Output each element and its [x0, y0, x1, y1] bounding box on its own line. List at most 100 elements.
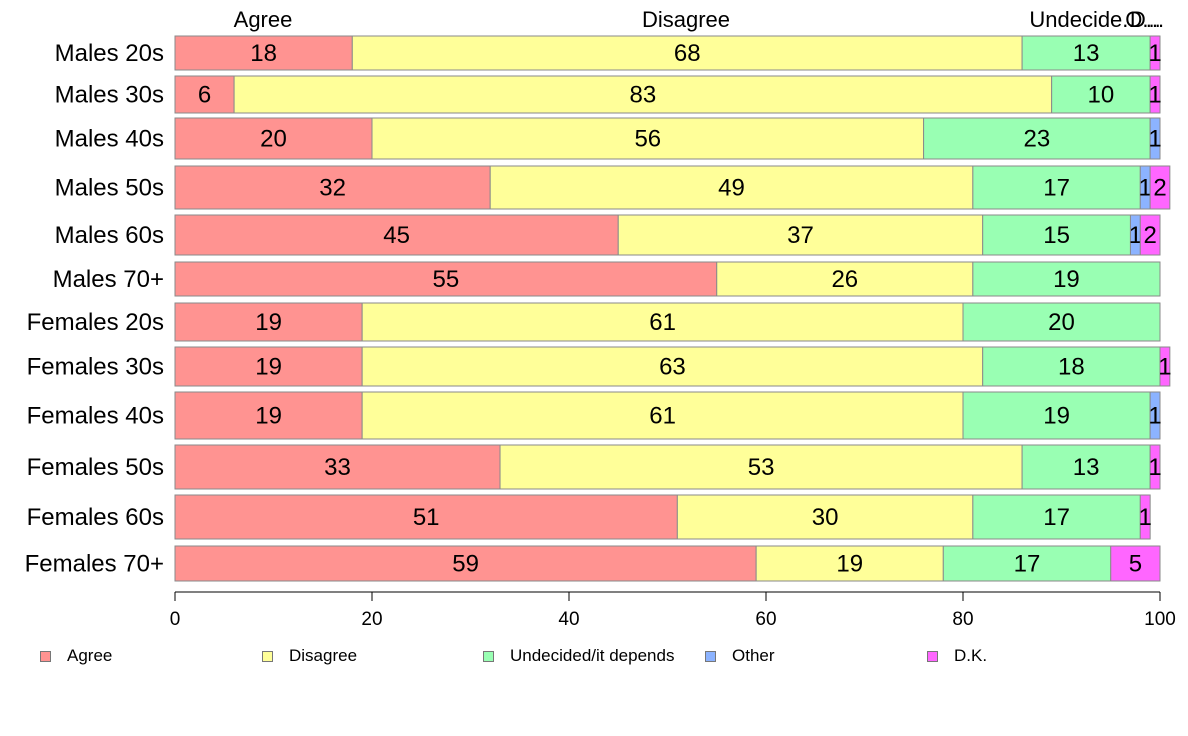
data-label: 56 — [634, 126, 661, 153]
legend: Agree Disagree Undecided/it depends Other D.… — [0, 644, 1188, 668]
column-header-label: Undecide... — [1029, 7, 1140, 32]
data-label: 10 — [1088, 82, 1115, 109]
bar-segment — [1149, 117, 1161, 160]
bar-segment — [1149, 35, 1161, 71]
bar-segment — [174, 117, 373, 160]
bar-segment — [982, 214, 1131, 256]
category-label: Females 20s — [27, 309, 164, 336]
category-label: Males 60s — [55, 222, 164, 249]
x-axis: 0 20 40 60 80 100 — [170, 591, 1176, 630]
category-label: Males 70+ — [53, 266, 164, 293]
legend-swatch — [483, 650, 494, 662]
data-label: 20 — [260, 126, 287, 153]
legend-label: Disagree — [289, 646, 358, 665]
data-label: 59 — [452, 551, 479, 578]
data-label: 30 — [812, 504, 839, 531]
data-label: 49 — [718, 175, 745, 202]
bar-row: Females 40s 19 61 19 1 — [27, 391, 1162, 440]
data-label: 17 — [1043, 504, 1070, 531]
data-label: 1 — [1148, 454, 1161, 481]
data-label: 15 — [1043, 222, 1070, 249]
data-label: 18 — [250, 40, 277, 67]
data-label: 1 — [1139, 175, 1152, 202]
data-label: 13 — [1073, 40, 1100, 67]
data-label: 55 — [433, 266, 460, 293]
bar-segment — [1149, 75, 1161, 114]
legend-swatch — [927, 650, 938, 662]
legend-item: Agree — [40, 644, 112, 668]
bar-row: Females 60s 51 30 17 1 — [27, 494, 1152, 540]
legend-swatch — [262, 650, 273, 662]
category-label: Females 60s — [27, 504, 164, 531]
bar-segment — [972, 165, 1141, 210]
data-label: 61 — [649, 309, 676, 336]
legend-item: Disagree — [262, 644, 357, 668]
category-label: Females 40s — [27, 403, 164, 430]
data-label: 26 — [831, 266, 858, 293]
data-label: 19 — [255, 309, 282, 336]
data-label: 5 — [1129, 551, 1142, 578]
data-label: 1 — [1148, 82, 1161, 109]
bar-row: Males 20s 18 68 13 1 — [55, 35, 1162, 71]
bar-segment — [174, 444, 501, 490]
bar-segment — [499, 444, 1023, 490]
bar-row: Females 50s 33 53 13 1 — [27, 444, 1162, 490]
bar-segment — [1159, 346, 1171, 387]
x-tick-label: 20 — [361, 609, 382, 630]
data-label: 61 — [649, 403, 676, 430]
bar-segment — [174, 545, 757, 582]
legend-item: D.K. — [927, 644, 987, 668]
bar-segment — [982, 346, 1161, 387]
data-label: 51 — [413, 504, 440, 531]
bar-segment — [972, 261, 1161, 297]
bar-segment — [1021, 35, 1151, 71]
legend-item: Other — [705, 644, 775, 668]
data-label: 18 — [1058, 354, 1085, 381]
data-label: 1 — [1158, 354, 1171, 381]
x-tick-label: 80 — [952, 609, 973, 630]
bar-segment — [174, 214, 619, 256]
bar-segment — [174, 261, 718, 297]
data-label: 17 — [1014, 551, 1041, 578]
data-label: 2 — [1153, 175, 1166, 202]
category-label: Females 30s — [27, 354, 164, 381]
legend-swatch — [705, 650, 716, 662]
data-label: 68 — [674, 40, 701, 67]
data-label: 45 — [383, 222, 410, 249]
data-label: 19 — [1053, 266, 1080, 293]
data-label: 19 — [255, 403, 282, 430]
bar-segment — [1139, 214, 1161, 256]
bar-segment — [617, 214, 984, 256]
bar-segment — [676, 494, 974, 540]
bar-row: Females 20s 19 61 20 — [27, 302, 1161, 342]
bar-segment — [174, 391, 363, 440]
data-label: 17 — [1043, 175, 1070, 202]
bar-segment — [361, 391, 964, 440]
category-label: Males 40s — [55, 126, 164, 153]
column-header-label: Disagree — [642, 7, 730, 32]
bar-segment — [174, 346, 363, 387]
data-label: 20 — [1048, 309, 1075, 336]
legend-swatch — [40, 650, 51, 662]
x-tick-label: 100 — [1144, 609, 1176, 630]
legend-label: D.K. — [954, 646, 988, 665]
bar-segment — [923, 117, 1151, 160]
legend-item: Undecided/it depends — [483, 644, 674, 668]
legend-label: Undecided/it depends — [510, 646, 675, 665]
category-label: Females 50s — [27, 454, 164, 481]
bar-segment — [361, 302, 964, 342]
data-label: 1 — [1148, 403, 1161, 430]
category-label: Males 50s — [55, 175, 164, 202]
data-label: 1 — [1148, 126, 1161, 153]
bar-segment — [174, 75, 235, 114]
data-label: 37 — [787, 222, 814, 249]
stacked-bar-chart: Agree Disagree Undecide...O...D... Males 2… — [25, 7, 1176, 630]
data-label: 6 — [198, 82, 211, 109]
bar-segment — [1110, 545, 1161, 582]
bar-segment — [1051, 75, 1151, 114]
legend-label: Agree — [67, 646, 113, 665]
bar-segment — [174, 302, 363, 342]
bar-segment — [942, 545, 1112, 582]
data-label: 1 — [1139, 504, 1152, 531]
